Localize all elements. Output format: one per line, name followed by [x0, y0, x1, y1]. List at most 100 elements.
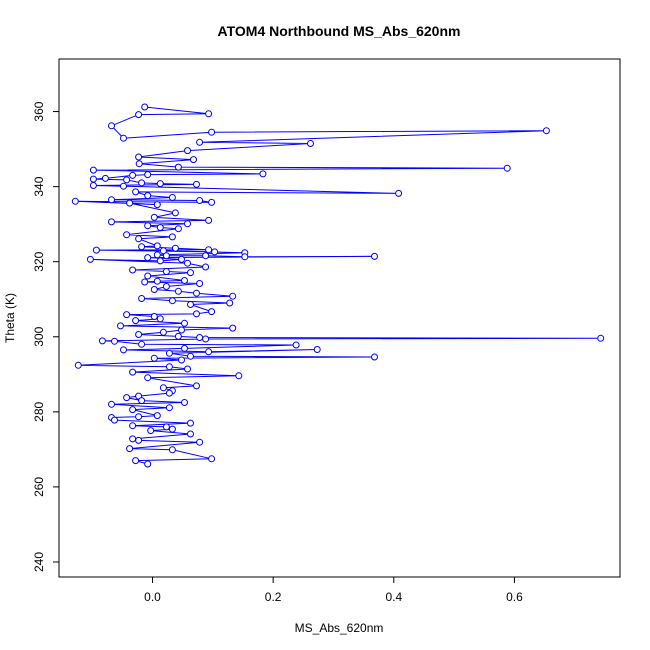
- data-point: [156, 224, 164, 231]
- data-point: [120, 346, 127, 354]
- data-point: [89, 182, 97, 189]
- data-point: [108, 218, 115, 226]
- data-point: [168, 425, 176, 433]
- data-point: [138, 340, 146, 348]
- data-point: [307, 140, 314, 147]
- data-point: [229, 292, 237, 300]
- y-axis: 240 260 280 300 320 340 360: [32, 101, 60, 572]
- data-point: [395, 189, 403, 197]
- x-axis-label: MS_Abs_620nm: [295, 621, 384, 635]
- y-tick-label: 300: [32, 326, 46, 346]
- data-point: [123, 176, 131, 184]
- data-point: [171, 209, 179, 217]
- data-point: [129, 266, 137, 274]
- data-point: [144, 374, 152, 382]
- data-point: [129, 171, 137, 179]
- data-point: [174, 287, 182, 295]
- data-point: [181, 277, 188, 284]
- data-point: [129, 422, 137, 430]
- data-point: [226, 299, 234, 307]
- series-line: [75, 106, 601, 465]
- data-point: [150, 313, 158, 320]
- data-point: [153, 201, 161, 209]
- data-point: [162, 252, 170, 260]
- data-point: [187, 430, 194, 438]
- data-point: [162, 423, 170, 431]
- data-point: [159, 247, 167, 255]
- data-point: [503, 164, 511, 172]
- data-point: [181, 319, 188, 327]
- data-point: [156, 315, 164, 323]
- data-point: [165, 389, 173, 397]
- data-point: [168, 194, 176, 201]
- data-point: [108, 400, 115, 408]
- data-point: [178, 326, 185, 334]
- data-point: [202, 335, 210, 343]
- y-tick-label: 360: [32, 101, 46, 121]
- data-point: [313, 346, 321, 353]
- data-series: [71, 103, 605, 468]
- data-point: [171, 244, 179, 252]
- data-point: [120, 182, 127, 190]
- data-point: [120, 134, 127, 142]
- data-point: [205, 348, 213, 356]
- data-point: [184, 365, 191, 373]
- data-point: [138, 295, 146, 302]
- data-point: [126, 445, 134, 453]
- x-tick-label: 0.4: [385, 590, 402, 604]
- data-point: [597, 334, 605, 342]
- data-point: [156, 257, 164, 265]
- data-point: [187, 269, 194, 277]
- data-point: [371, 252, 378, 260]
- data-point: [153, 277, 161, 285]
- data-point: [135, 331, 143, 338]
- data-point: [135, 436, 143, 444]
- data-point: [168, 233, 176, 241]
- data-point: [144, 272, 152, 280]
- data-point: [292, 341, 300, 349]
- data-point: [159, 328, 167, 336]
- data-point: [135, 413, 143, 421]
- data-point: [123, 231, 131, 239]
- data-point: [108, 196, 115, 204]
- data-point: [74, 361, 82, 369]
- y-axis-label: Theta (K): [3, 293, 17, 343]
- data-point: [89, 166, 97, 174]
- data-point: [184, 147, 191, 155]
- data-point: [86, 255, 94, 263]
- data-point: [184, 259, 191, 267]
- y-tick-label: 280: [32, 402, 46, 422]
- data-point: [159, 384, 167, 392]
- data-point: [202, 252, 210, 260]
- data-point: [208, 455, 216, 463]
- data-point: [178, 356, 185, 364]
- data-point: [108, 122, 115, 130]
- data-point: [193, 382, 200, 390]
- data-point: [229, 324, 237, 332]
- data-point: [168, 297, 176, 305]
- data-point: [111, 416, 118, 424]
- data-point: [141, 278, 149, 286]
- data-point: [196, 197, 204, 204]
- data-point: [196, 138, 204, 146]
- data-point: [92, 246, 100, 254]
- data-point: [89, 175, 97, 183]
- data-point: [144, 460, 152, 468]
- data-point: [144, 254, 152, 262]
- data-point: [174, 163, 182, 171]
- data-point: [208, 128, 216, 136]
- data-point: [135, 160, 143, 168]
- data-point: [150, 286, 158, 293]
- data-point: [135, 153, 143, 161]
- data-point: [202, 263, 210, 271]
- data-point: [542, 127, 550, 135]
- data-point: [147, 427, 155, 435]
- data-point: [129, 406, 137, 414]
- data-point: [156, 180, 164, 188]
- data-point: [126, 199, 134, 207]
- data-point: [211, 248, 219, 256]
- data-point: [178, 255, 185, 263]
- chart-title: ATOM4 Northbound MS_Abs_620nm: [218, 23, 461, 39]
- data-point: [187, 419, 194, 427]
- data-point: [132, 457, 140, 465]
